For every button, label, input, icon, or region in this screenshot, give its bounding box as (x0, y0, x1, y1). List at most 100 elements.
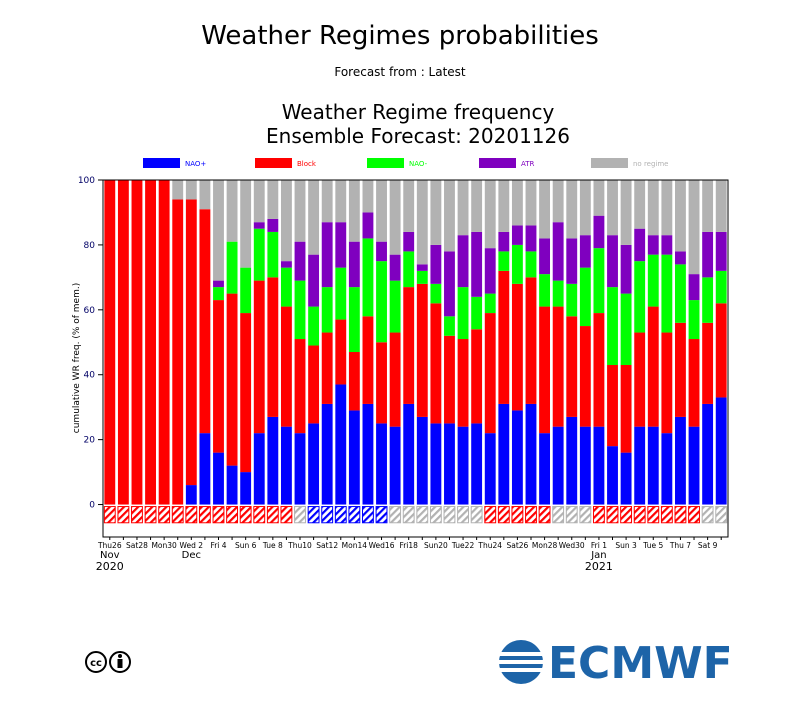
bar-segment (607, 180, 618, 236)
regime-marker (606, 506, 619, 524)
bar-segment (104, 180, 116, 505)
bar-segment (280, 426, 292, 505)
bar-segment (647, 426, 659, 505)
bar-segment (620, 364, 632, 453)
x-tick-label: Thu10 (287, 541, 312, 550)
bar-segment (688, 339, 700, 427)
bar-segment (688, 300, 700, 340)
regime-marker (660, 506, 673, 524)
x-tick-label: Thu 7 (669, 541, 691, 550)
ecmwf-logo: ECMWF (499, 638, 733, 689)
bar-segment (389, 280, 401, 333)
x-tick-label: Mon14 (342, 541, 368, 550)
bar-segment (484, 248, 496, 294)
bar-segment (321, 180, 333, 223)
bar-segment (416, 283, 428, 417)
bar-segment (308, 345, 320, 424)
bar-segment (607, 446, 618, 505)
bar-segment (471, 423, 483, 505)
legend-label: ATR (521, 160, 535, 168)
regime-marker (375, 506, 388, 524)
bar-segment (471, 329, 483, 424)
bar-segment (321, 332, 333, 404)
bar-segment (172, 199, 184, 505)
month-label: Jan (590, 550, 606, 561)
bar-segment (593, 313, 605, 427)
y-tick-label: 0 (89, 501, 95, 511)
bar-segment (321, 403, 333, 505)
regime-marker (334, 506, 347, 524)
bar-segment (607, 287, 618, 365)
bar-segment (634, 426, 646, 505)
regime-marker (579, 506, 592, 524)
cc-icon: cc (85, 651, 131, 673)
x-tick-label: Tue 8 (262, 541, 283, 550)
bar-segment (430, 303, 442, 424)
bar-segment (444, 251, 455, 317)
regime-marker (266, 506, 279, 524)
bar-segment (335, 222, 347, 268)
bar-segment (308, 306, 320, 346)
bar-segment (579, 267, 591, 327)
bar-segment (579, 235, 591, 268)
bar-segment (607, 235, 618, 288)
regime-marker (253, 506, 266, 524)
bar-segment (335, 384, 347, 505)
bar-segment (498, 251, 510, 271)
bar-segment (199, 433, 211, 505)
bar-segment (511, 410, 523, 505)
year-label: 2021 (585, 560, 613, 573)
bar-segment (457, 426, 469, 505)
bar-segment (715, 180, 727, 232)
bar-segment (403, 287, 415, 404)
bar-segment (552, 222, 564, 281)
regime-marker (321, 506, 334, 524)
bar-segment (634, 332, 646, 427)
bar-segment (185, 485, 197, 505)
bar-segment (430, 244, 442, 284)
bar-segment (158, 180, 170, 505)
bar-segment (484, 293, 496, 314)
bar-segment (253, 180, 265, 223)
bar-segment (688, 274, 700, 301)
bar-segment (552, 306, 564, 427)
y-axis-label: cumulative WR freq. (% of mem.) (72, 283, 82, 433)
x-tick-label: Fri 1 (591, 541, 607, 550)
bar-segment (226, 465, 238, 505)
x-tick-label: Wed30 (559, 541, 585, 550)
bar-segment (647, 235, 659, 255)
bar-segment (267, 180, 279, 219)
bar-segment (389, 254, 401, 281)
legend-swatch (479, 158, 516, 168)
regime-marker (565, 506, 578, 524)
bar-segment (308, 180, 320, 255)
bar-segment (675, 322, 686, 417)
bar-segment (511, 180, 523, 226)
bar-segment (675, 251, 686, 265)
bar-segment (213, 452, 224, 505)
regime-marker (348, 506, 361, 524)
bar-segment (566, 316, 578, 417)
bar-segment (145, 180, 156, 505)
bar-segment (430, 423, 442, 505)
bar-segment (675, 416, 686, 505)
bar-segment (376, 241, 387, 262)
bar-segment (471, 231, 483, 297)
bar-segment (661, 254, 673, 333)
bar-segment (185, 180, 197, 200)
bar-segment (240, 180, 252, 268)
bar-segment (715, 231, 727, 271)
regime-marker (674, 506, 687, 524)
bar-segment (226, 293, 238, 466)
regime-marker (484, 506, 497, 524)
bar-segment (362, 212, 374, 239)
bar-segment (498, 231, 510, 252)
bar-segment (484, 180, 496, 249)
bar-segment (675, 264, 686, 323)
bar-segment (702, 180, 714, 232)
regime-marker (525, 506, 537, 524)
regime-marker (647, 506, 660, 524)
bar-segment (593, 248, 605, 314)
bar-segment (498, 180, 510, 232)
bar-segment (715, 270, 727, 304)
